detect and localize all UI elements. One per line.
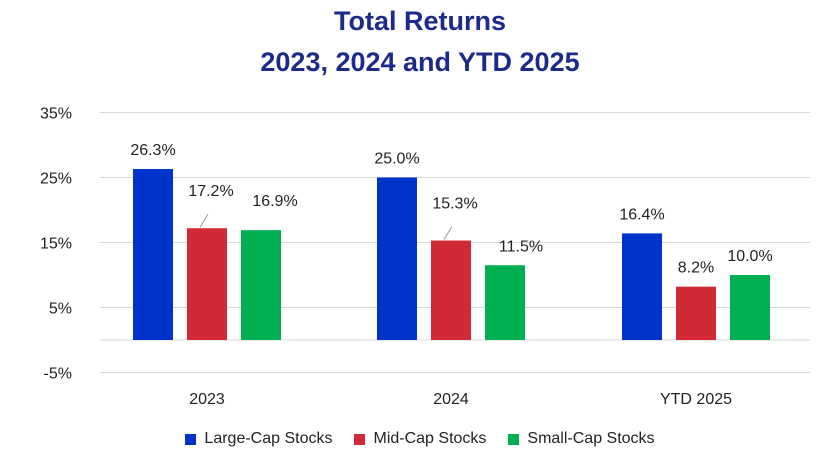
- data-label: 25.0%: [374, 151, 419, 168]
- y-tick-label: 15%: [40, 236, 72, 253]
- legend-item-small-cap: Small-Cap Stocks: [508, 430, 655, 448]
- bar-large-cap-stocks1: [377, 177, 417, 340]
- data-label: 15.3%: [432, 196, 477, 213]
- y-tick-label: -5%: [44, 366, 72, 383]
- bar-mid-cap-stocks2: [676, 286, 716, 340]
- data-label: 26.3%: [130, 142, 175, 159]
- category-label: 2024: [433, 391, 469, 408]
- legend-swatch: [354, 433, 366, 445]
- category-label: 2023: [189, 391, 225, 408]
- bar-large-cap-stocks2: [622, 233, 662, 340]
- chart-title-line2: 2023, 2024 and YTD 2025: [260, 47, 580, 77]
- bar-mid-cap-stocks1: [431, 240, 471, 340]
- bar-small-cap-stocks1: [485, 265, 525, 340]
- legend-swatch: [185, 433, 197, 445]
- bar-small-cap-stocks0: [241, 230, 281, 340]
- bar-chart: 35% 25% 15% 5% -5% 2023 26.3% 17.2% 16.9% 2024 25.…: [40, 106, 810, 408]
- bar-mid-cap-stocks0: [187, 228, 227, 340]
- bar-small-cap-stocks2: [730, 275, 770, 340]
- data-label: 16.9%: [252, 193, 297, 210]
- legend: Large-Cap Stocks Mid-Cap Stocks Small-Ca…: [0, 430, 840, 448]
- legend-label: Small-Cap Stocks: [527, 430, 655, 447]
- data-label: 11.5%: [499, 238, 543, 255]
- bar-large-cap-stocks0: [133, 169, 173, 340]
- data-label: 8.2%: [678, 260, 714, 277]
- legend-swatch: [508, 433, 520, 445]
- data-label: 10.0%: [727, 248, 772, 265]
- legend-label: Mid-Cap Stocks: [373, 430, 487, 447]
- chart-title-line1: Total Returns: [333, 6, 506, 36]
- data-label: 16.4%: [619, 206, 664, 223]
- legend-item-large-cap: Large-Cap Stocks: [185, 430, 332, 448]
- legend-item-mid-cap: Mid-Cap Stocks: [354, 430, 486, 448]
- y-tick-label: 25%: [40, 171, 72, 188]
- legend-label: Large-Cap Stocks: [204, 430, 333, 447]
- y-tick-label: 35%: [40, 106, 72, 123]
- data-label: 17.2%: [188, 183, 233, 200]
- category-label: YTD 2025: [660, 391, 732, 408]
- y-tick-label: 5%: [49, 301, 72, 318]
- leader-line: [443, 226, 453, 240]
- leader-line: [199, 213, 209, 228]
